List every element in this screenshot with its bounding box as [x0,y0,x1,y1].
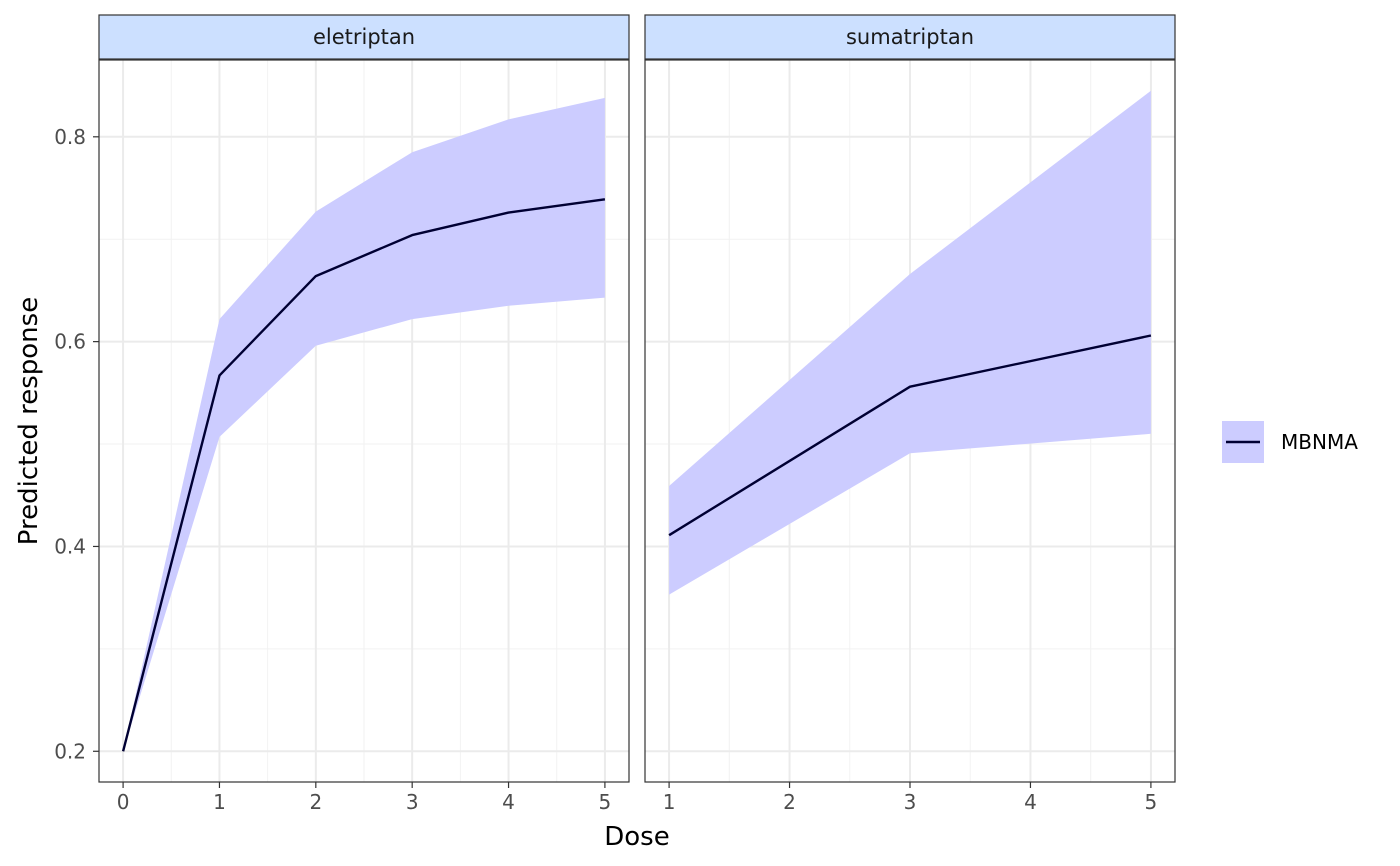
x-axis-title: Dose [604,822,669,852]
y-axis-title: Predicted response [14,297,44,545]
x-tick-label: 4 [502,790,515,814]
strip-label-sumatriptan: sumatriptan [846,25,974,49]
panel-eletriptan: eletriptan 0 1 2 3 4 5 [98,14,630,814]
series-line-mbnma [121,198,606,752]
panel-sumatriptan: sumatriptan 1 2 3 4 5 [644,14,1176,814]
x-tick-label: 0 [117,790,130,814]
y-tick-label: 0.4 [54,534,86,558]
y-axis: 0.2 0.4 0.6 0.8 [54,125,99,763]
x-tick-label: 5 [1145,790,1158,814]
credible-interval-ribbon [123,97,605,752]
series-line-mbnma [668,334,1152,537]
legend-label-mbnma: MBNMA [1281,430,1358,454]
strip-background [644,14,1176,60]
strip-background [98,14,630,60]
x-tick-label: 3 [406,790,419,814]
strip-label-eletriptan: eletriptan [313,25,415,49]
x-tick-label: 5 [599,790,612,814]
x-tick-label: 4 [1024,790,1037,814]
panels-layer: eletriptan 0 1 2 3 4 5 sumatriptan 1 2 3 4 5 [98,14,1176,814]
credible-interval-ribbon [669,90,1151,595]
panel-border [98,59,630,783]
x-tick-label: 1 [213,790,226,814]
x-tick-label: 1 [663,790,676,814]
legend: MBNMA [1222,421,1358,463]
x-tick-label: 2 [309,790,322,814]
y-tick-label: 0.8 [54,125,86,149]
y-tick-label: 0.6 [54,330,86,354]
y-tick-label: 0.2 [54,739,86,763]
x-tick-label: 2 [783,790,796,814]
x-tick-label: 3 [904,790,917,814]
